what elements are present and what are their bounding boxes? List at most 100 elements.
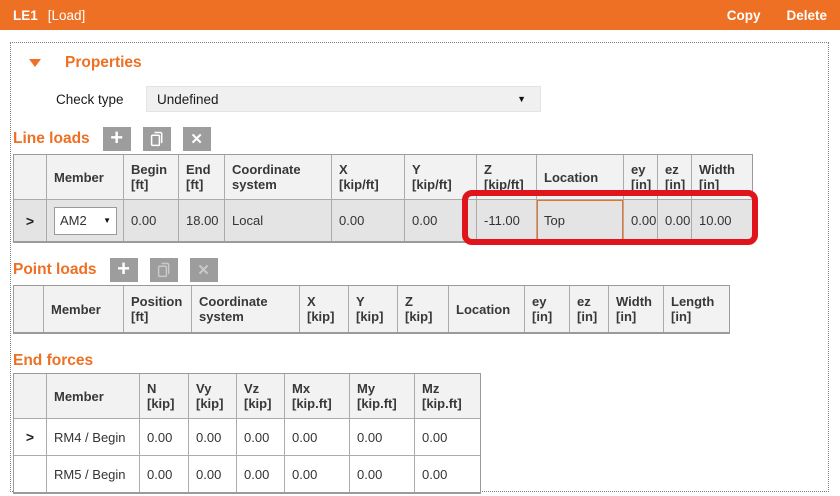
vz-cell[interactable]: 0.00 [237,456,285,492]
col-y: Y [kip/ft] [405,155,477,199]
begin-cell[interactable]: 0.00 [124,200,179,241]
check-type-label: Check type [56,91,124,107]
col-length: Length [in] [671,294,715,324]
end-forces-table: Member N [kip] Vy [kip] Vz [kip] Mx [kip.ft]… [13,373,481,494]
plus-icon: + [110,125,124,150]
row-expander[interactable]: > [14,419,47,455]
col-ez: ez [in] [570,286,609,332]
coordinate-system-cell[interactable]: Local [225,200,332,241]
chevron-down-icon: ▼ [517,94,526,104]
col-end: End [ft] [179,155,225,199]
point-loads-header-row: Member Position [ft] Coordinate system X [k… [14,286,729,332]
line-load-row: > AM2 ▼ 0.00 18.00 Local 0.00 0.00 -11.0… [14,199,752,241]
properties-section-header: Properties [29,54,828,72]
col-begin: Begin [ft] [124,155,179,199]
end-forces-title: End forces [13,352,94,369]
x-icon: ✕ [190,131,203,148]
my-cell[interactable]: 0.00 [350,419,415,455]
mz-cell[interactable]: 0.00 [422,429,448,445]
member-cell[interactable]: RM4 / Begin [47,419,140,455]
end-force-row: RM5 / Begin 0.00 0.00 0.00 0.00 0.00 0.0… [14,455,480,492]
ez-cell[interactable]: 0.00 [658,200,692,241]
point-loads-section-header: Point loads + ✕ [13,258,828,282]
line-loads-header-row: Member Begin [ft] End [ft] Coordinate syste… [14,155,752,199]
x-icon: ✕ [197,262,210,279]
z-cell[interactable]: -11.00 [477,200,537,241]
row-expander[interactable] [14,456,47,492]
mx-cell[interactable]: 0.00 [285,456,350,492]
col-member: Member [44,286,124,332]
properties-title: Properties [65,54,142,71]
point-loads-add-button[interactable]: + [109,256,138,282]
vz-cell[interactable]: 0.00 [237,419,285,455]
check-type-row: Check type Undefined ▼ [56,86,828,112]
col-width: Width [in] [609,286,664,332]
load-properties-panel: Properties Check type Undefined ▼ Line l… [10,42,829,494]
col-z: Z [kip/ft] [477,155,537,199]
col-ey: ey [in] [624,155,658,199]
member-cell: AM2 ▼ [47,200,124,241]
col-mx: Mx [kip.ft] [285,374,350,418]
vy-cell[interactable]: 0.00 [189,456,237,492]
ey-cell[interactable]: 0.00 [624,200,658,241]
delete-button[interactable]: Delete [786,7,827,23]
chevron-down-icon: ▼ [103,216,111,225]
end-forces-header-row: Member N [kip] Vy [kip] Vz [kip] Mx [kip.ft]… [14,374,480,418]
load-case-name: LE1 [13,7,38,23]
check-type-value: Undefined [157,91,219,107]
col-my: My [kip.ft] [350,374,415,418]
col-location: Location [449,286,525,332]
plus-icon: + [117,256,130,281]
point-loads-delete-button[interactable]: ✕ [189,258,218,282]
n-cell[interactable]: 0.00 [140,419,189,455]
check-type-dropdown[interactable]: Undefined ▼ [146,86,541,112]
end-forces-section-header: End forces [13,352,828,370]
load-case-type: [Load] [47,7,86,23]
line-loads-table: Member Begin [ft] End [ft] Coordinate syste… [13,154,753,243]
col-location: Location [537,155,624,199]
col-x: X [kip/ft] [332,155,405,199]
col-coordinate-system: Coordinate system [192,286,300,332]
col-n: N [kip] [140,374,189,418]
expander-header-cell [14,155,47,199]
member-cell[interactable]: RM5 / Begin [47,456,140,492]
mx-cell[interactable]: 0.00 [285,419,350,455]
copy-button[interactable]: Copy [726,7,761,23]
col-ez: ez [in] [658,155,692,199]
line-loads-title: Line loads [13,130,90,147]
line-loads-add-button[interactable]: + [102,125,131,151]
y-cell[interactable]: 0.00 [405,200,477,241]
my-cell[interactable]: 0.00 [350,456,415,492]
expander-header-cell [14,374,47,418]
line-loads-delete-button[interactable]: ✕ [182,127,211,151]
col-z: Z [kip] [398,286,449,332]
x-cell[interactable]: 0.00 [332,200,405,241]
copy-icon [157,262,169,278]
expander-header-cell [14,286,44,332]
col-ey: ey [in] [525,286,570,332]
mz-cell[interactable]: 0.00 [422,466,448,482]
width-cell[interactable]: 10.00 [699,213,732,228]
title-bar: LE1 [Load] Copy Delete [0,0,840,30]
point-loads-copy-button[interactable] [149,258,178,282]
n-cell[interactable]: 0.00 [140,456,189,492]
row-expander[interactable]: > [14,200,47,241]
col-vz: Vz [kip] [237,374,285,418]
col-coordinate-system: Coordinate system [225,155,332,199]
vy-cell[interactable]: 0.00 [189,419,237,455]
location-cell[interactable]: Top [537,200,624,241]
col-mz: Mz [kip.ft] [422,381,462,411]
copy-icon [150,131,163,147]
line-loads-copy-button[interactable] [142,127,171,151]
line-loads-section-header: Line loads + ✕ [13,127,828,151]
col-vy: Vy [kip] [189,374,237,418]
end-cell[interactable]: 18.00 [179,200,225,241]
col-width: Width [in] [699,162,735,192]
point-loads-table: Member Position [ft] Coordinate system X [k… [13,285,730,334]
col-y: Y [kip] [349,286,398,332]
collapse-triangle-icon[interactable] [29,59,41,67]
col-member: Member [47,155,124,199]
col-member: Member [47,374,140,418]
col-position: Position [ft] [124,286,192,332]
member-combobox[interactable]: AM2 ▼ [54,206,117,235]
